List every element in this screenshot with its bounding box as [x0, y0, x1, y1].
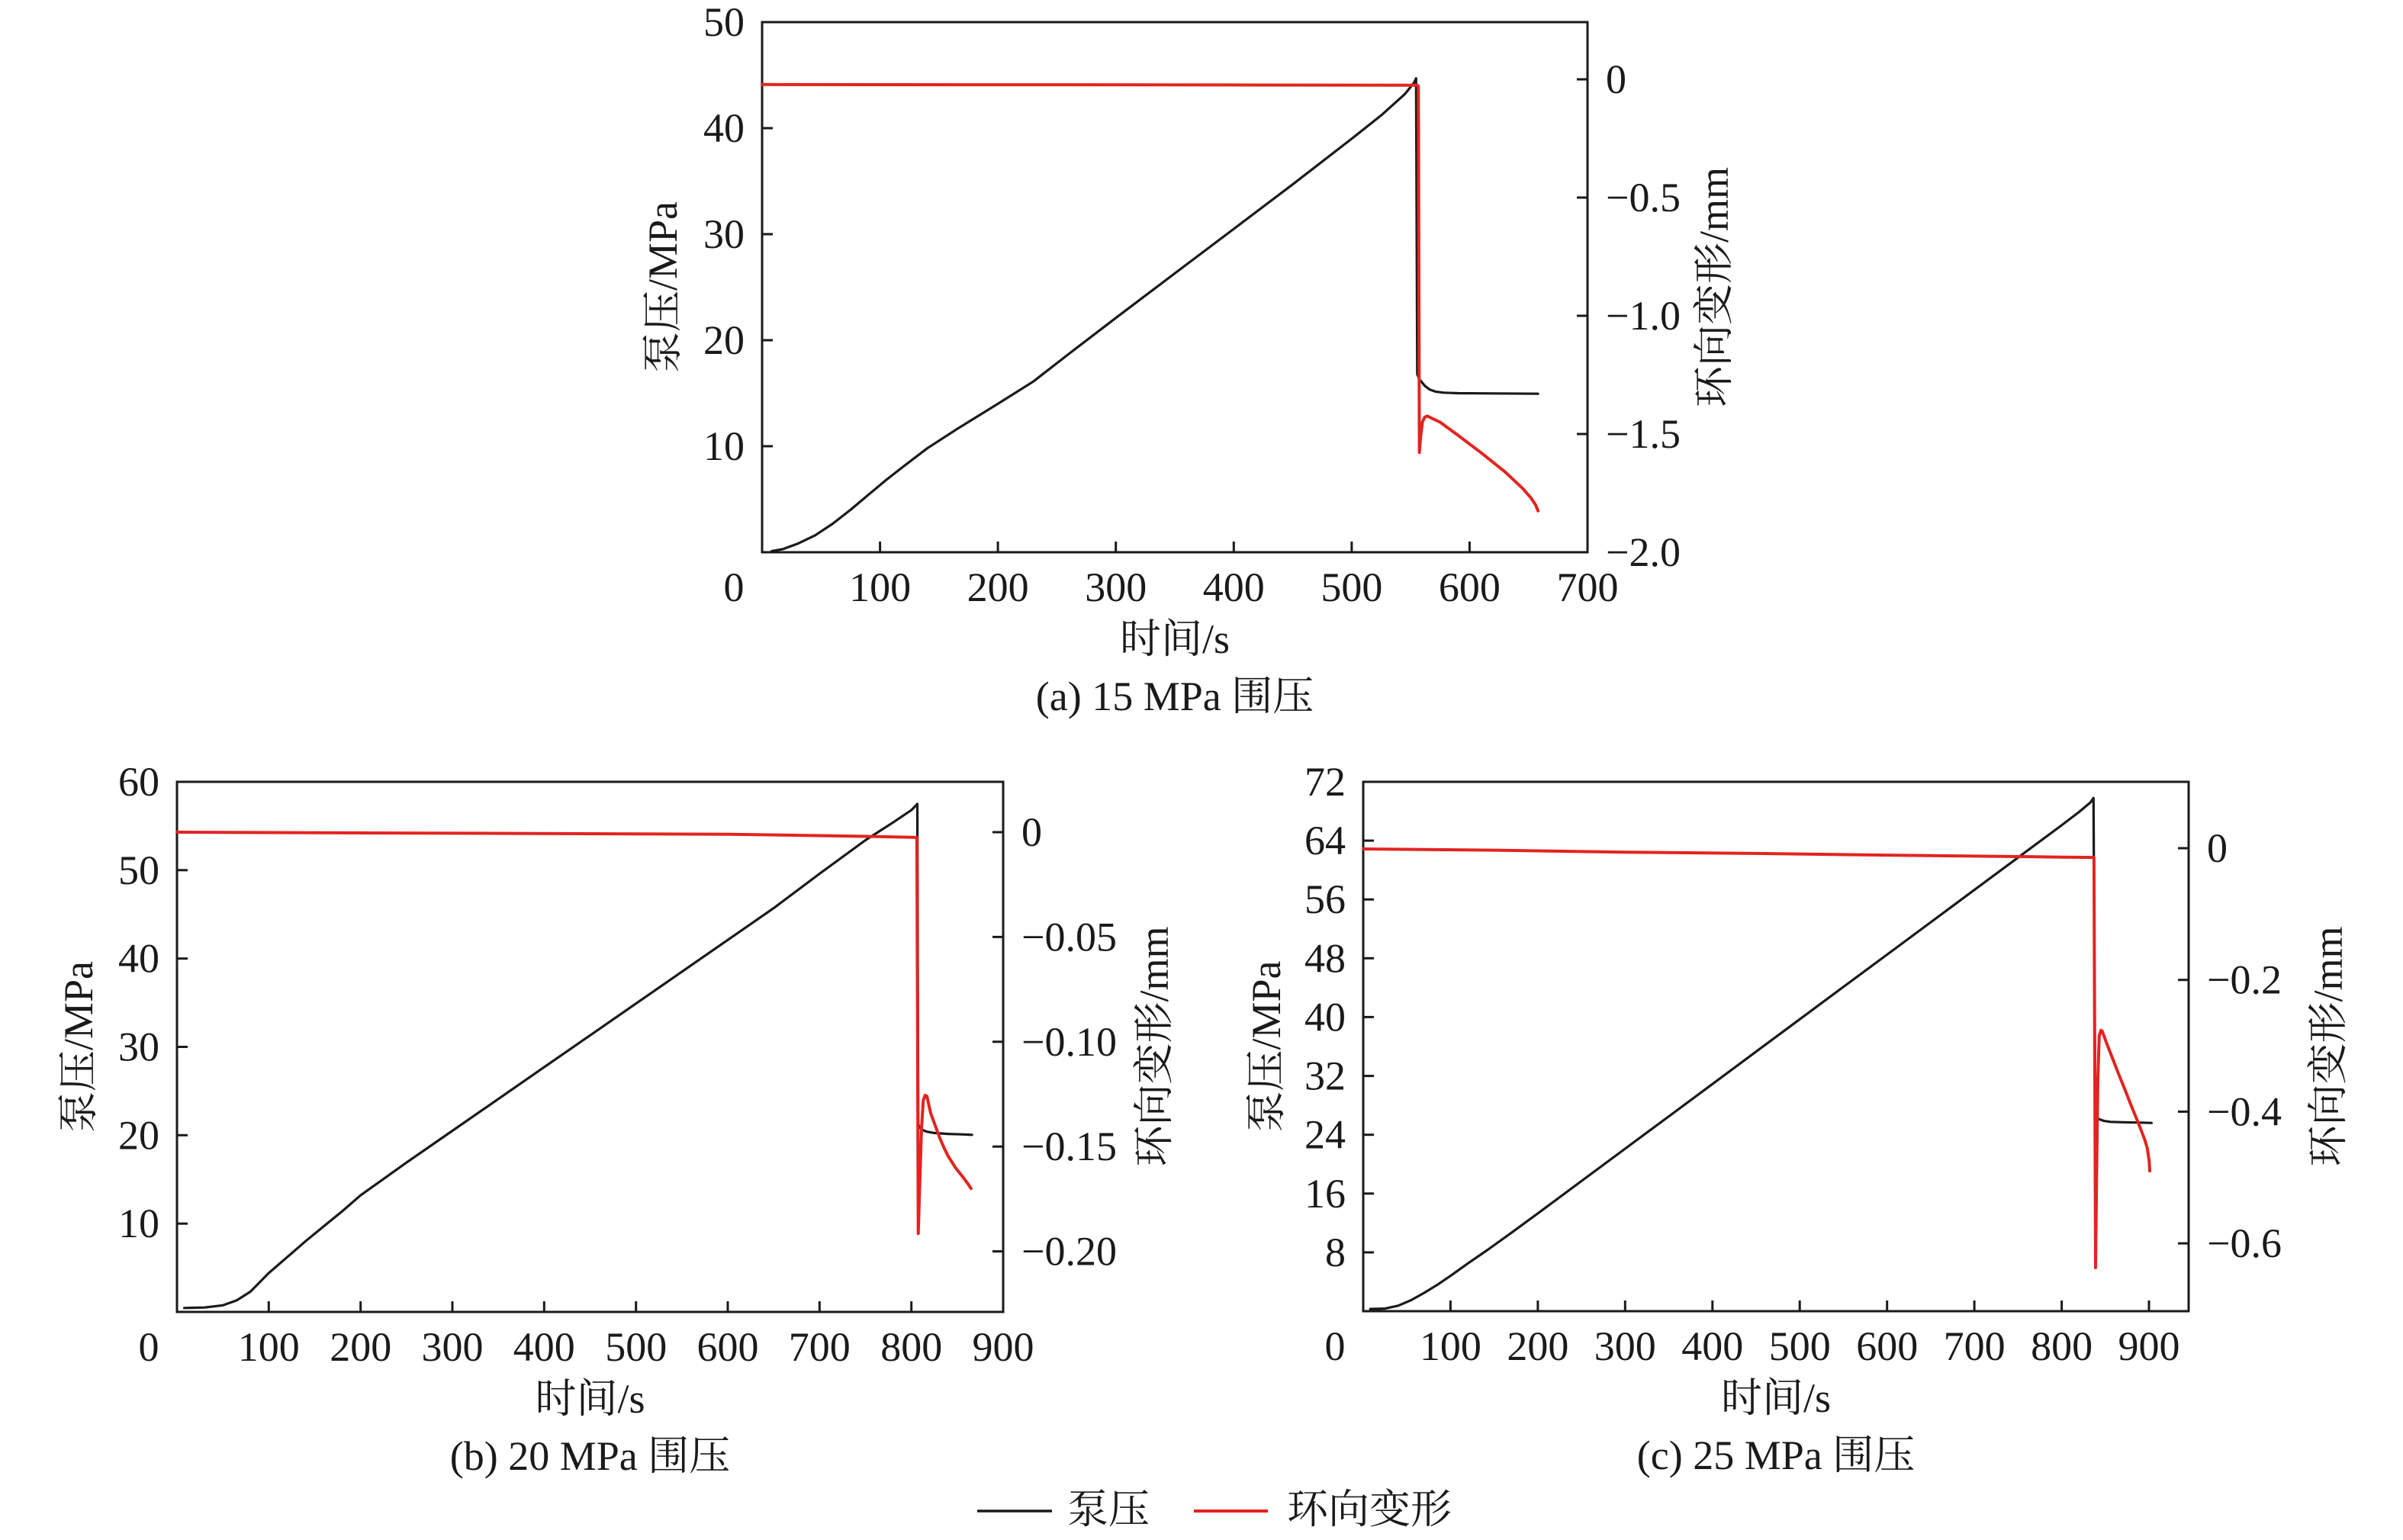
svg-text:/s: /s [1803, 1375, 1831, 1421]
svg-text:/mm: /mm [1691, 167, 1737, 243]
svg-text:300: 300 [422, 1324, 484, 1370]
svg-text:900: 900 [2118, 1323, 2180, 1369]
svg-text:30: 30 [118, 1024, 159, 1070]
svg-text:8: 8 [1325, 1230, 1346, 1275]
svg-text:10: 10 [703, 423, 745, 469]
svg-text:20: 20 [703, 317, 745, 363]
svg-text:700: 700 [789, 1324, 851, 1370]
svg-text:0: 0 [1325, 1323, 1346, 1369]
svg-text:48: 48 [1304, 935, 1346, 981]
svg-text:0: 0 [724, 564, 745, 610]
svg-text:60: 60 [118, 759, 159, 805]
svg-text:−0.10: −0.10 [1021, 1019, 1117, 1065]
svg-text:64: 64 [1304, 818, 1346, 863]
svg-text:−0.15: −0.15 [1021, 1124, 1117, 1169]
svg-text:900: 900 [973, 1324, 1034, 1370]
svg-text:24: 24 [1304, 1112, 1346, 1158]
svg-text:100: 100 [1420, 1323, 1481, 1369]
svg-text:/s: /s [618, 1376, 645, 1422]
svg-text:/mm: /mm [1131, 926, 1177, 1001]
svg-text:400: 400 [1681, 1323, 1743, 1369]
svg-text:−2.0: −2.0 [1606, 529, 1681, 575]
svg-text:50: 50 [118, 847, 159, 893]
svg-text:/s: /s [1202, 616, 1230, 662]
svg-text:−1.0: −1.0 [1606, 293, 1681, 339]
svg-text:20: 20 [118, 1112, 159, 1158]
svg-text:600: 600 [1439, 564, 1501, 610]
svg-text:−0.05: −0.05 [1021, 914, 1117, 960]
svg-text:40: 40 [118, 936, 159, 982]
svg-text:0: 0 [1021, 809, 1042, 855]
svg-text:72: 72 [1304, 759, 1346, 805]
svg-text:200: 200 [330, 1324, 391, 1370]
svg-text:50: 50 [703, 0, 745, 45]
svg-text:0: 0 [2207, 825, 2228, 871]
svg-text:200: 200 [1507, 1323, 1568, 1369]
svg-text:400: 400 [513, 1324, 575, 1370]
svg-text:300: 300 [1085, 564, 1147, 610]
svg-text:700: 700 [1944, 1323, 2006, 1369]
svg-text:−0.20: −0.20 [1021, 1229, 1117, 1275]
svg-text:(a) 15 MPa: (a) 15 MPa [1036, 674, 1221, 719]
svg-text:500: 500 [1769, 1323, 1831, 1369]
svg-text:10: 10 [118, 1201, 159, 1246]
svg-text:200: 200 [967, 564, 1029, 610]
svg-text:400: 400 [1203, 564, 1265, 610]
svg-text:32: 32 [1304, 1053, 1346, 1099]
svg-text:600: 600 [697, 1324, 759, 1370]
svg-text:30: 30 [703, 211, 745, 257]
svg-text:/MPa: /MPa [56, 961, 101, 1050]
svg-text:−0.4: −0.4 [2207, 1088, 2282, 1134]
svg-text:0: 0 [139, 1324, 159, 1370]
svg-text:800: 800 [2031, 1323, 2093, 1369]
svg-text:700: 700 [1557, 564, 1619, 610]
svg-text:500: 500 [605, 1324, 667, 1370]
svg-text:16: 16 [1304, 1171, 1346, 1217]
svg-text:(b) 20 MPa: (b) 20 MPa [450, 1433, 638, 1479]
svg-text:−0.6: −0.6 [2207, 1220, 2282, 1266]
svg-text:100: 100 [238, 1324, 300, 1370]
svg-text:800: 800 [880, 1324, 942, 1370]
svg-text:0: 0 [1606, 56, 1626, 102]
svg-text:40: 40 [703, 105, 745, 151]
svg-text:/mm: /mm [2305, 926, 2351, 1001]
svg-text:−1.5: −1.5 [1606, 411, 1681, 457]
svg-text:(c) 25 MPa: (c) 25 MPa [1637, 1432, 1822, 1478]
svg-text:−0.5: −0.5 [1606, 175, 1681, 220]
svg-text:600: 600 [1856, 1323, 1918, 1369]
svg-text:40: 40 [1304, 994, 1346, 1040]
svg-text:−0.2: −0.2 [2207, 957, 2282, 1003]
svg-text:100: 100 [849, 564, 911, 610]
svg-text:500: 500 [1321, 564, 1382, 610]
svg-text:/MPa: /MPa [1243, 960, 1289, 1050]
svg-text:/MPa: /MPa [640, 201, 686, 291]
svg-text:300: 300 [1594, 1323, 1656, 1369]
svg-text:56: 56 [1304, 876, 1346, 922]
